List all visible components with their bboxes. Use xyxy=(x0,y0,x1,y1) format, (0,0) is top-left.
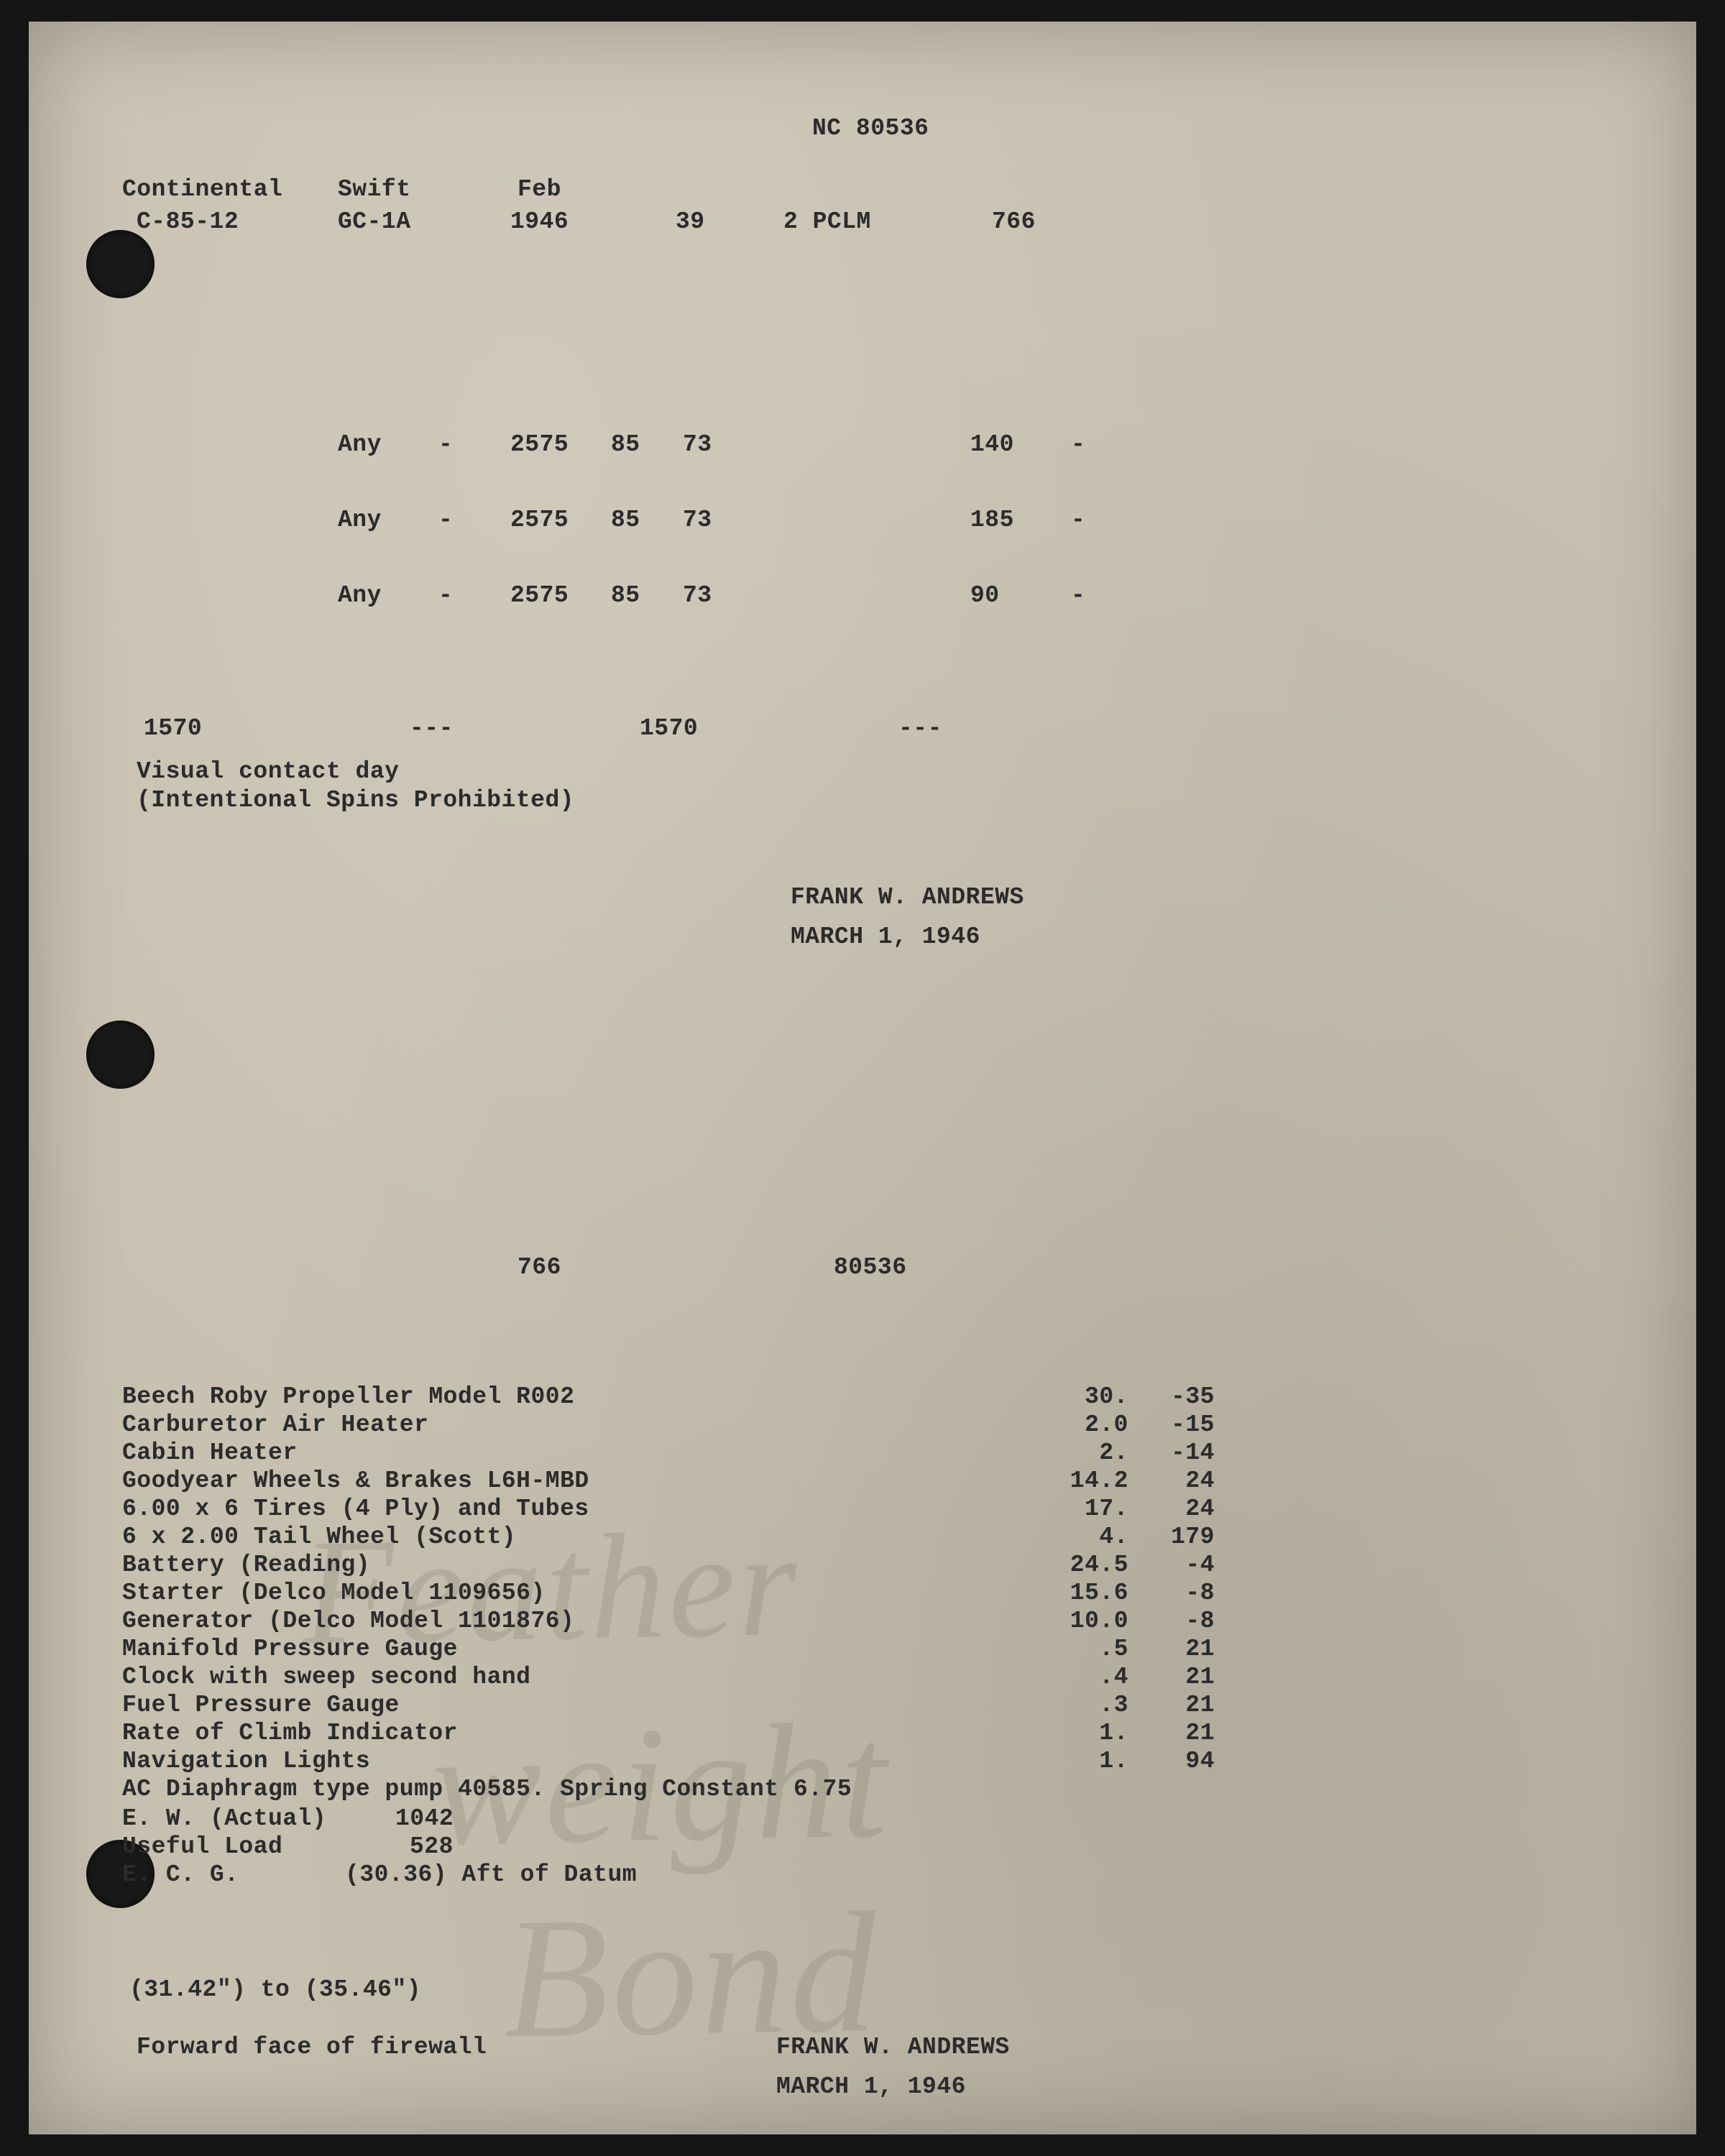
perf-cell-fuel: Any xyxy=(338,582,382,609)
weight-value: 1570 xyxy=(144,715,202,742)
perf-cell-value: 185 xyxy=(970,507,1014,533)
signature-name: FRANK W. ANDREWS xyxy=(791,884,1024,911)
perf-cell-hp: 85 xyxy=(611,507,640,533)
equipment-arm: 21 xyxy=(1150,1720,1215,1746)
registration: NC 80536 xyxy=(812,115,929,142)
equipment-desc: Goodyear Wheels & Brakes L6H-MBD xyxy=(122,1468,589,1494)
equipment-desc: Fuel Pressure Gauge xyxy=(122,1692,400,1718)
equipment-weight: 1. xyxy=(1049,1748,1128,1774)
equipment-desc: Cabin Heater xyxy=(122,1439,298,1466)
ew-label: E. W. (Actual) xyxy=(122,1805,326,1832)
perf-cell-dash1: - xyxy=(438,582,453,609)
perf-cell-speed: 73 xyxy=(683,582,712,609)
equipment-desc: Generator (Delco Model 1101876) xyxy=(122,1608,574,1634)
equipment-arm: 21 xyxy=(1150,1692,1215,1718)
scanned-page: Feather weight Bond NC 80536 Continental… xyxy=(29,22,1696,2134)
equipment-desc: Carburetor Air Heater xyxy=(122,1411,428,1438)
equipment-weight: .5 xyxy=(1049,1636,1128,1662)
perf-cell-dash1: - xyxy=(438,507,453,533)
equipment-desc: Rate of Climb Indicator xyxy=(122,1720,458,1746)
ecg-label: E. C. G. xyxy=(122,1861,239,1888)
equipment-desc: Battery (Reading) xyxy=(122,1552,370,1578)
perf-cell-fuel: Any xyxy=(338,431,382,458)
perf-cell-fuel: Any xyxy=(338,507,382,533)
useful-load-value: 528 xyxy=(410,1833,454,1860)
equipment-weight: 14.2 xyxy=(1049,1468,1128,1494)
perf-cell-rpm: 2575 xyxy=(510,431,569,458)
equipment-weight: 10.0 xyxy=(1049,1608,1128,1634)
cg-range: (31.42") to (35.46") xyxy=(129,1976,421,2003)
perf-cell-hp: 85 xyxy=(611,431,640,458)
equipment-desc: AC Diaphragm type pump 40585. Spring Con… xyxy=(122,1776,852,1802)
equipment-weight: 30. xyxy=(1049,1383,1128,1410)
equipment-weight: 15.6 xyxy=(1049,1580,1128,1606)
equipment-arm: 24 xyxy=(1150,1496,1215,1522)
weight-dash: --- xyxy=(410,715,454,742)
equipment-weight: 24.5 xyxy=(1049,1552,1128,1578)
ew-value: 1042 xyxy=(395,1805,454,1832)
restrictions: (Intentional Spins Prohibited) xyxy=(137,787,574,814)
equipment-weight: 4. xyxy=(1049,1524,1128,1550)
perf-cell-speed: 73 xyxy=(683,507,712,533)
equipment-desc: Navigation Lights xyxy=(122,1748,370,1774)
perf-cell-value: 90 xyxy=(970,582,1000,609)
perf-cell-rpm: 2575 xyxy=(510,507,569,533)
perf-cell-dash2: - xyxy=(1071,582,1085,609)
useful-load-label: Useful Load xyxy=(122,1833,282,1860)
perf-cell-hp: 85 xyxy=(611,582,640,609)
signature-name: FRANK W. ANDREWS xyxy=(776,2034,1010,2060)
equipment-arm: 21 xyxy=(1150,1664,1215,1690)
id-right: 80536 xyxy=(834,1254,907,1281)
equipment-arm: 24 xyxy=(1150,1468,1215,1494)
cert-no: 766 xyxy=(992,208,1036,235)
equipment-arm: -8 xyxy=(1150,1608,1215,1634)
equipment-weight: 2. xyxy=(1049,1439,1128,1466)
punch-hole xyxy=(86,1021,155,1089)
equipment-weight: .3 xyxy=(1049,1692,1128,1718)
restrictions: Visual contact day xyxy=(137,758,399,785)
equipment-weight: 17. xyxy=(1049,1496,1128,1522)
equipment-desc: Manifold Pressure Gauge xyxy=(122,1636,458,1662)
seats: 2 PCLM xyxy=(783,208,871,235)
perf-cell-dash2: - xyxy=(1071,507,1085,533)
equipment-arm: -35 xyxy=(1150,1383,1215,1410)
equipment-desc: Starter (Delco Model 1109656) xyxy=(122,1580,546,1606)
aircraft-make: Swift xyxy=(338,176,411,203)
signature-date: MARCH 1, 1946 xyxy=(776,2073,966,2100)
perf-cell-speed: 73 xyxy=(683,431,712,458)
field-39: 39 xyxy=(676,208,705,235)
equipment-arm: -8 xyxy=(1150,1580,1215,1606)
equipment-desc: Clock with sweep second hand xyxy=(122,1664,531,1690)
punch-hole xyxy=(86,230,155,298)
weight-dash: --- xyxy=(898,715,942,742)
equipment-desc: 6 x 2.00 Tail Wheel (Scott) xyxy=(122,1524,516,1550)
equipment-arm: -4 xyxy=(1150,1552,1215,1578)
perf-cell-dash1: - xyxy=(438,431,453,458)
equipment-arm: 21 xyxy=(1150,1636,1215,1662)
year: 1946 xyxy=(510,208,569,235)
equipment-arm: -15 xyxy=(1150,1411,1215,1438)
equipment-arm: 94 xyxy=(1150,1748,1215,1774)
equipment-desc: 6.00 x 6 Tires (4 Ply) and Tubes xyxy=(122,1496,589,1522)
ecg-value: (30.36) Aft of Datum xyxy=(345,1861,637,1888)
datum-note: Forward face of firewall xyxy=(137,2034,487,2060)
perf-cell-dash2: - xyxy=(1071,431,1085,458)
weight-value: 1570 xyxy=(640,715,698,742)
equipment-weight: 1. xyxy=(1049,1720,1128,1746)
engine-make: Continental xyxy=(122,176,282,203)
id-left: 766 xyxy=(518,1254,561,1281)
perf-cell-rpm: 2575 xyxy=(510,582,569,609)
aircraft-model: GC-1A xyxy=(338,208,411,235)
equipment-desc: Beech Roby Propeller Model R002 xyxy=(122,1383,574,1410)
month: Feb xyxy=(518,176,561,203)
equipment-arm: 179 xyxy=(1150,1524,1215,1550)
equipment-arm: -14 xyxy=(1150,1439,1215,1466)
engine-model: C-85-12 xyxy=(137,208,239,235)
perf-cell-value: 140 xyxy=(970,431,1014,458)
equipment-weight: .4 xyxy=(1049,1664,1128,1690)
signature-date: MARCH 1, 1946 xyxy=(791,923,980,950)
equipment-weight: 2.0 xyxy=(1049,1411,1128,1438)
